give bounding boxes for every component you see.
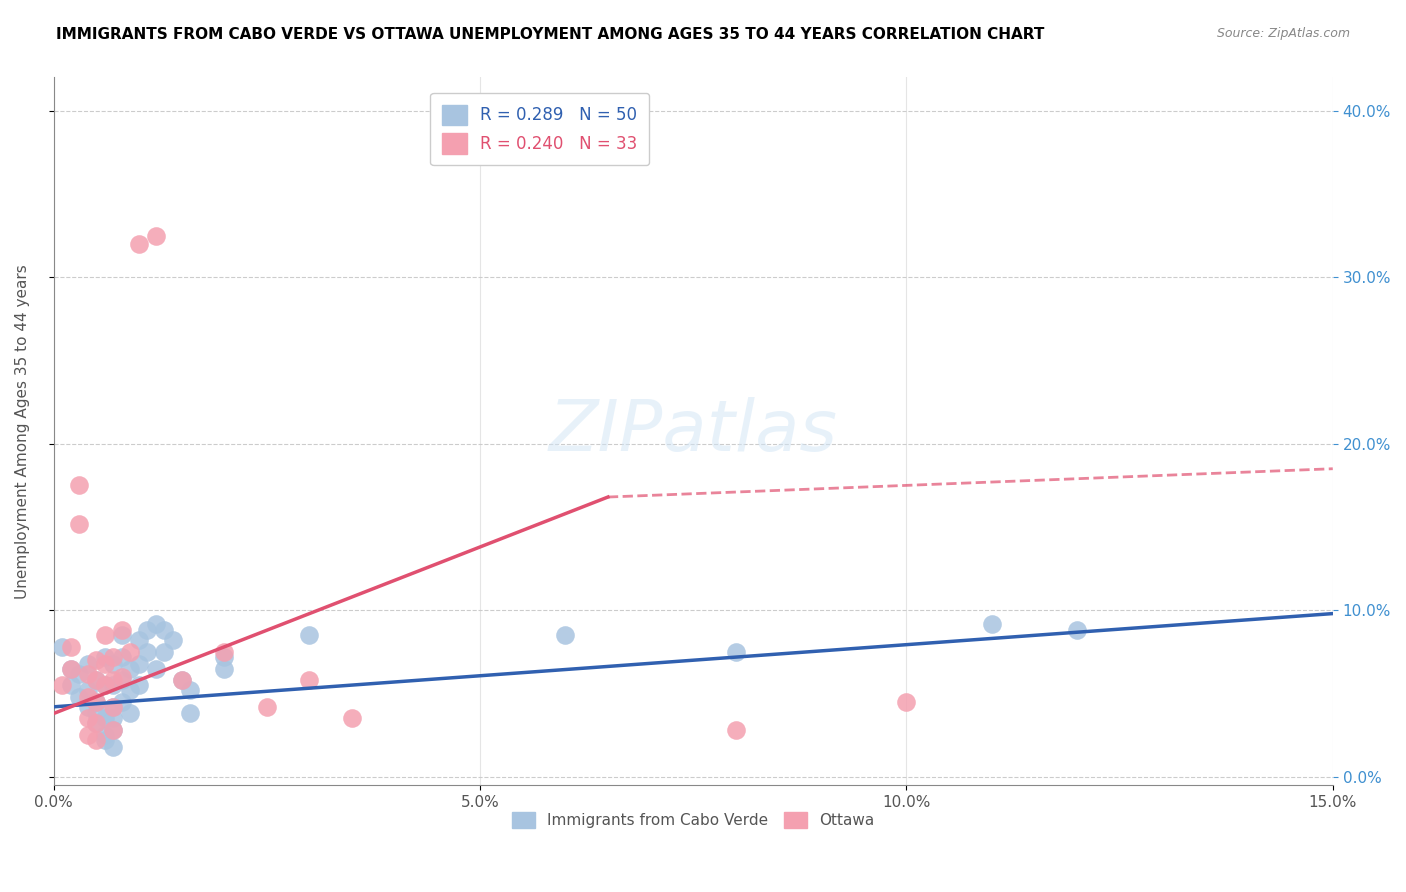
Point [84,673,107,688]
Point [980,616,1002,631]
Point [84,706,107,721]
Point [153,624,176,638]
Point [76,699,98,714]
Point [94,649,117,664]
Point [145,616,167,631]
Point [76,683,98,698]
Point [94,733,117,747]
Point [111,624,134,638]
Point [67,666,90,681]
Point [51,640,73,654]
Point [179,683,201,698]
Point [145,228,167,243]
Point [94,657,117,671]
Point [67,516,90,531]
Point [128,678,150,692]
Point [103,723,125,738]
Point [103,699,125,714]
Point [212,649,235,664]
Point [59,678,82,692]
Text: IMMIGRANTS FROM CABO VERDE VS OTTAWA UNEMPLOYMENT AMONG AGES 35 TO 44 YEARS CORR: IMMIGRANTS FROM CABO VERDE VS OTTAWA UNE… [56,27,1045,42]
Point [84,653,107,667]
Point [120,661,142,675]
Point [120,683,142,698]
Point [84,716,107,731]
Point [76,666,98,681]
Point [111,628,134,642]
Point [162,633,184,648]
Point [76,690,98,704]
Text: Source: ZipAtlas.com: Source: ZipAtlas.com [1216,27,1350,40]
Point [84,695,107,709]
Point [212,645,235,659]
Point [103,649,125,664]
Point [128,633,150,648]
Point [554,628,576,642]
Point [94,678,117,692]
Point [103,673,125,688]
Point [111,673,134,688]
Legend: Immigrants from Cabo Verde, Ottawa: Immigrants from Cabo Verde, Ottawa [506,805,880,834]
Point [94,628,117,642]
Point [111,695,134,709]
Point [59,661,82,675]
Text: ZIPatlas: ZIPatlas [548,397,838,466]
Point [256,699,278,714]
Point [103,711,125,725]
Point [111,670,134,684]
Point [298,673,321,688]
Point [298,628,321,642]
Point [94,678,117,692]
Point [136,645,159,659]
Point [103,678,125,692]
Point [103,739,125,754]
Point [724,645,747,659]
Point [179,706,201,721]
Point [103,699,125,714]
Point [51,678,73,692]
Point [84,733,107,747]
Point [145,661,167,675]
Point [59,640,82,654]
Point [136,624,159,638]
Point [84,695,107,709]
Point [896,695,918,709]
Point [1066,624,1088,638]
Point [724,723,747,738]
Point [103,657,125,671]
Point [94,728,117,742]
Point [128,236,150,251]
Point [153,645,176,659]
Point [94,711,117,725]
Point [170,673,193,688]
Point [76,657,98,671]
Point [120,706,142,721]
Point [84,673,107,688]
Point [67,478,90,492]
Point [128,657,150,671]
Point [212,661,235,675]
Point [340,711,363,725]
Point [76,711,98,725]
Point [76,728,98,742]
Point [84,716,107,731]
Point [120,645,142,659]
Point [103,723,125,738]
Point [59,661,82,675]
Y-axis label: Unemployment Among Ages 35 to 44 years: Unemployment Among Ages 35 to 44 years [15,264,30,599]
Point [111,649,134,664]
Point [170,673,193,688]
Point [67,690,90,704]
